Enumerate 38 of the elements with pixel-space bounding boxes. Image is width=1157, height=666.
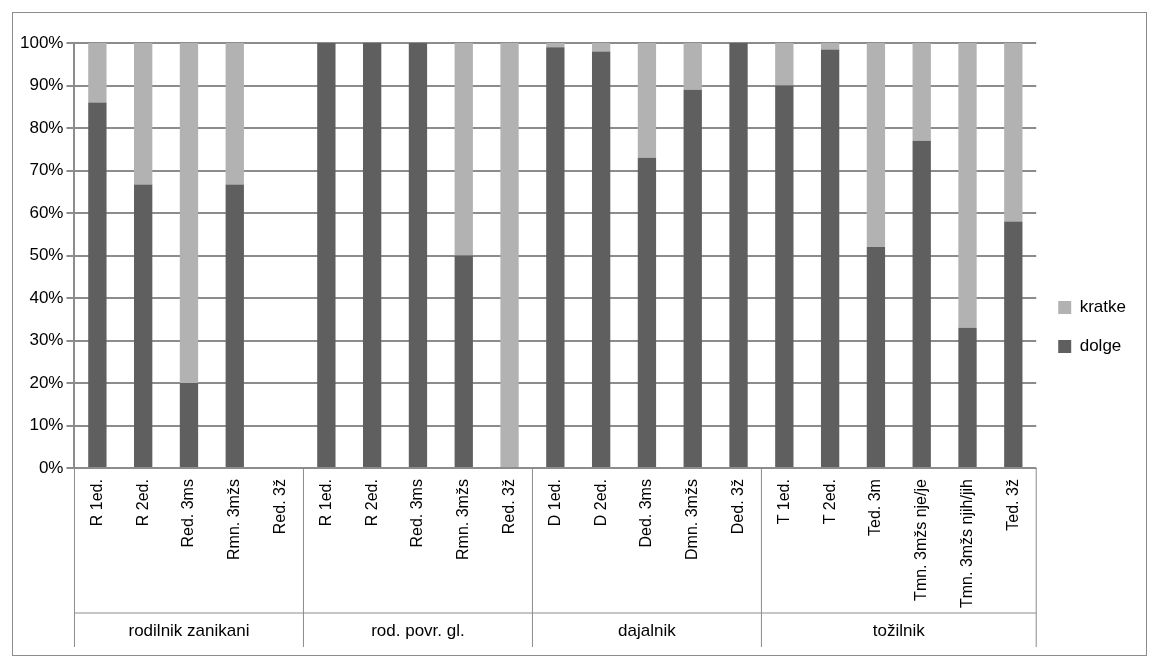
x-tick-label: Ded. 3ms xyxy=(637,479,655,548)
x-tick-label: R 2ed. xyxy=(133,479,151,527)
text: rod. povr. gl. xyxy=(371,620,465,640)
y-tick-label: 90% xyxy=(29,75,64,95)
y-tick-label: 10% xyxy=(29,415,64,435)
x-tick-label: Rmn. 3mžs xyxy=(225,479,243,560)
x-tick-label: Red. 3ms xyxy=(179,479,197,548)
x-tick-label: T 2ed. xyxy=(820,479,838,525)
y-tick-label: 40% xyxy=(29,287,64,307)
x-tick-label: D 2ed. xyxy=(591,479,609,527)
y-tick-label: 0% xyxy=(38,457,64,477)
x-tick-label: T 1ed. xyxy=(774,479,792,525)
x-tick-label: Dmn. 3mžs xyxy=(683,479,701,560)
x-tick-label: R 2ed. xyxy=(362,479,380,527)
text: rodilnik zanikani xyxy=(128,620,250,640)
x-tick-label: Tmn. 3mžs njih/jih xyxy=(957,479,975,608)
x-tick-label: R 1ed. xyxy=(316,479,334,527)
x-tick-label: Ded. 3ž xyxy=(728,479,746,535)
x-tick-label: Tmn. 3mžs nje/je xyxy=(912,478,930,601)
legend-label: kratke xyxy=(1079,297,1126,317)
y-tick-label: 100% xyxy=(20,32,64,52)
text: tožilnik xyxy=(872,620,926,640)
x-tick-label: R 1ed. xyxy=(87,479,105,527)
y-tick-label: 80% xyxy=(29,117,64,137)
y-tick-label: 20% xyxy=(29,372,64,392)
y-tick-label: 70% xyxy=(29,160,64,180)
x-tick-label: Ted. 3m xyxy=(866,479,884,536)
x-tick-label: Red. 3ž xyxy=(499,479,517,535)
x-tick-label: Rmn. 3mžs xyxy=(454,479,472,560)
text: dajalnik xyxy=(618,620,677,640)
y-tick-label: 60% xyxy=(29,202,64,222)
x-tick-label: Red. 3ms xyxy=(408,479,426,548)
legend-label: dolge xyxy=(1079,336,1122,356)
y-tick-label: 50% xyxy=(29,245,64,265)
x-tick-label: Red. 3ž xyxy=(270,479,288,535)
x-tick-label: Ted. 3ž xyxy=(1003,479,1021,531)
x-tick-label: D 1ed. xyxy=(545,479,563,527)
y-tick-label: 30% xyxy=(29,330,64,350)
